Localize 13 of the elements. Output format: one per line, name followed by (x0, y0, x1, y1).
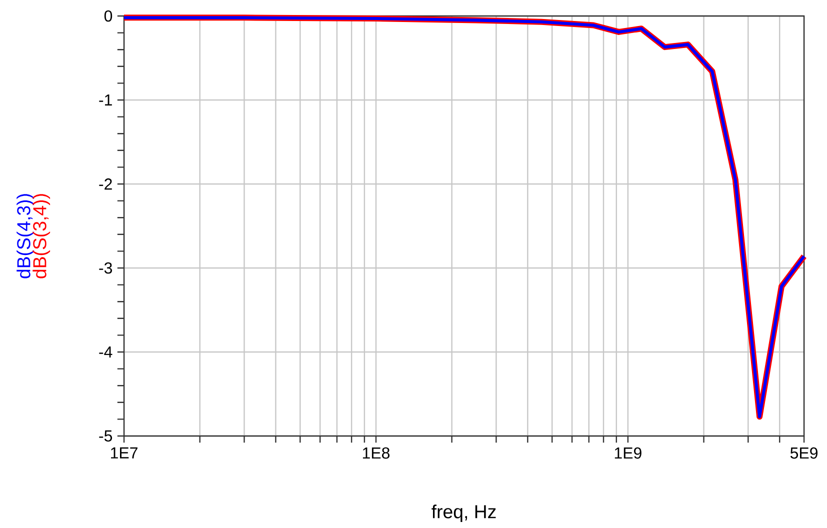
y-tick-label: -4 (99, 346, 112, 358)
text: dB(S(3,4)) (32, 194, 50, 278)
x-tick-label: 1E7 (111, 447, 138, 458)
y-tick-label: 0 (104, 10, 112, 22)
y-tick-label: -2 (99, 178, 112, 190)
x-tick-label: 5E9 (790, 447, 818, 459)
y-tick-label: -3 (99, 262, 112, 274)
y-tick-label: -5 (99, 430, 112, 442)
x-tick-label: 1E9 (614, 447, 642, 459)
text: dB(S(4,3)) (16, 194, 34, 278)
y-tick-label: -1 (99, 94, 112, 106)
x-axis-title: freq, Hz (432, 504, 496, 522)
x-tick-label: 1E8 (362, 447, 390, 459)
